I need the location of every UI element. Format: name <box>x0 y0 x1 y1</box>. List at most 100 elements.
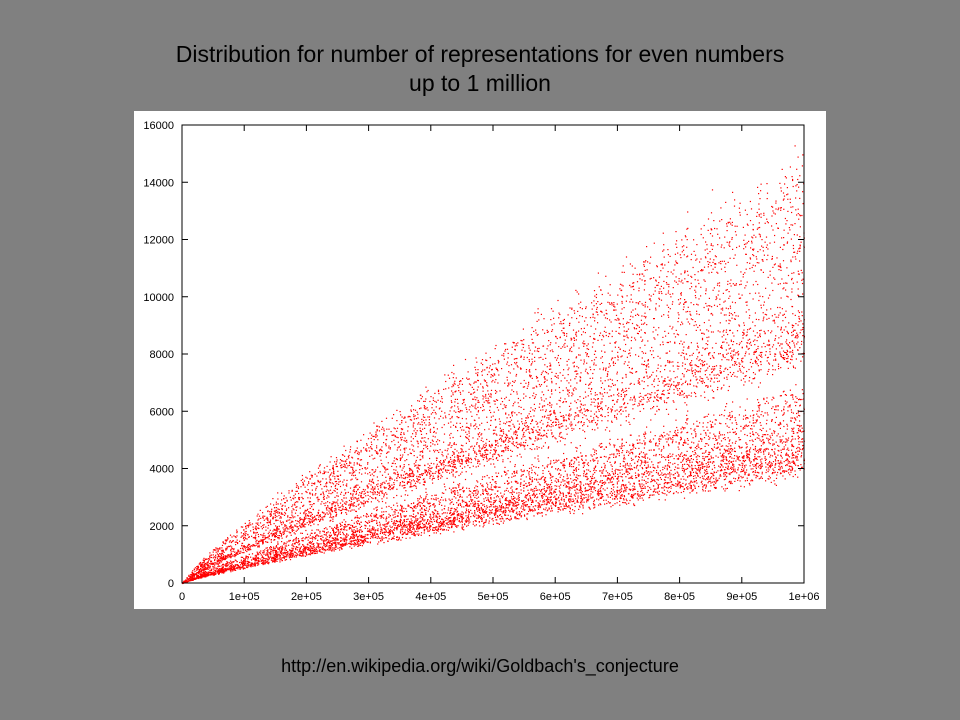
data-point <box>566 473 568 475</box>
data-point <box>331 537 333 539</box>
data-point <box>702 488 704 490</box>
data-point <box>533 496 536 498</box>
title-line-2: up to 1 million <box>409 70 551 96</box>
data-point <box>463 490 465 492</box>
data-point <box>762 415 764 417</box>
data-point <box>631 494 633 496</box>
data-point <box>580 496 582 498</box>
data-point <box>744 474 746 476</box>
data-point <box>256 559 258 561</box>
data-point <box>492 506 495 508</box>
data-point <box>399 518 402 520</box>
data-point <box>481 518 483 520</box>
data-point <box>247 562 249 564</box>
data-point <box>495 481 497 483</box>
data-point <box>780 449 782 451</box>
data-point <box>290 552 292 554</box>
data-point <box>522 484 524 486</box>
data-point <box>732 463 734 465</box>
data-point <box>524 502 526 504</box>
data-point <box>765 462 767 464</box>
data-point <box>797 438 799 440</box>
data-point <box>310 550 312 552</box>
data-point <box>319 546 321 548</box>
data-point <box>367 522 369 524</box>
data-point <box>787 437 790 439</box>
data-point <box>624 489 626 491</box>
data-point <box>684 484 686 486</box>
data-point <box>758 437 760 439</box>
data-point <box>247 564 249 566</box>
data-point <box>687 476 689 478</box>
data-point <box>342 531 344 533</box>
data-point <box>262 563 264 566</box>
data-point <box>675 455 677 457</box>
data-point <box>667 464 669 466</box>
data-point <box>490 503 492 506</box>
data-point <box>645 481 647 483</box>
data-point <box>544 482 546 484</box>
data-point <box>218 569 220 571</box>
data-point <box>701 467 704 469</box>
data-point <box>469 521 471 523</box>
data-point <box>741 477 743 479</box>
data-point <box>550 489 552 491</box>
data-point <box>692 489 694 491</box>
data-point <box>533 510 535 512</box>
data-point <box>262 557 265 559</box>
data-point <box>289 554 291 556</box>
data-point <box>200 575 202 577</box>
data-point <box>802 430 804 432</box>
data-point <box>720 470 722 472</box>
data-point <box>607 458 610 460</box>
data-point <box>555 503 557 505</box>
data-point <box>698 455 700 458</box>
data-point <box>755 475 757 477</box>
data-point <box>696 458 698 460</box>
data-point <box>505 518 507 520</box>
data-point <box>800 441 802 443</box>
data-point <box>419 524 421 526</box>
data-point <box>725 458 727 461</box>
data-point <box>677 454 680 456</box>
data-point <box>709 490 711 492</box>
data-point <box>288 544 290 546</box>
data-point <box>754 438 756 440</box>
data-point <box>674 477 676 480</box>
data-point <box>282 552 284 554</box>
data-point <box>680 485 682 487</box>
data-point <box>374 531 376 533</box>
data-point <box>626 470 628 472</box>
data-point <box>744 466 746 468</box>
data-point <box>684 463 686 465</box>
data-point <box>460 513 462 515</box>
data-point <box>572 466 575 468</box>
data-point <box>661 472 663 474</box>
data-point <box>313 549 315 551</box>
data-point <box>568 486 570 488</box>
data-point <box>630 434 632 436</box>
data-point <box>792 457 794 459</box>
data-point <box>692 490 694 492</box>
data-point <box>783 471 785 473</box>
data-point <box>379 525 381 527</box>
data-point <box>487 497 489 499</box>
data-point <box>207 574 209 576</box>
data-point <box>786 452 788 454</box>
data-point <box>506 517 508 520</box>
data-point <box>768 475 770 477</box>
data-point <box>429 529 431 531</box>
data-point <box>755 477 757 479</box>
data-point <box>624 502 627 504</box>
data-point <box>589 480 591 482</box>
data-point <box>323 534 325 536</box>
data-point <box>555 504 557 506</box>
data-point <box>698 464 700 466</box>
data-point <box>515 512 517 514</box>
data-point <box>445 529 448 531</box>
data-point <box>672 436 674 439</box>
data-point <box>574 505 576 508</box>
data-point <box>409 522 411 524</box>
data-point <box>504 490 506 492</box>
data-point <box>592 503 595 505</box>
